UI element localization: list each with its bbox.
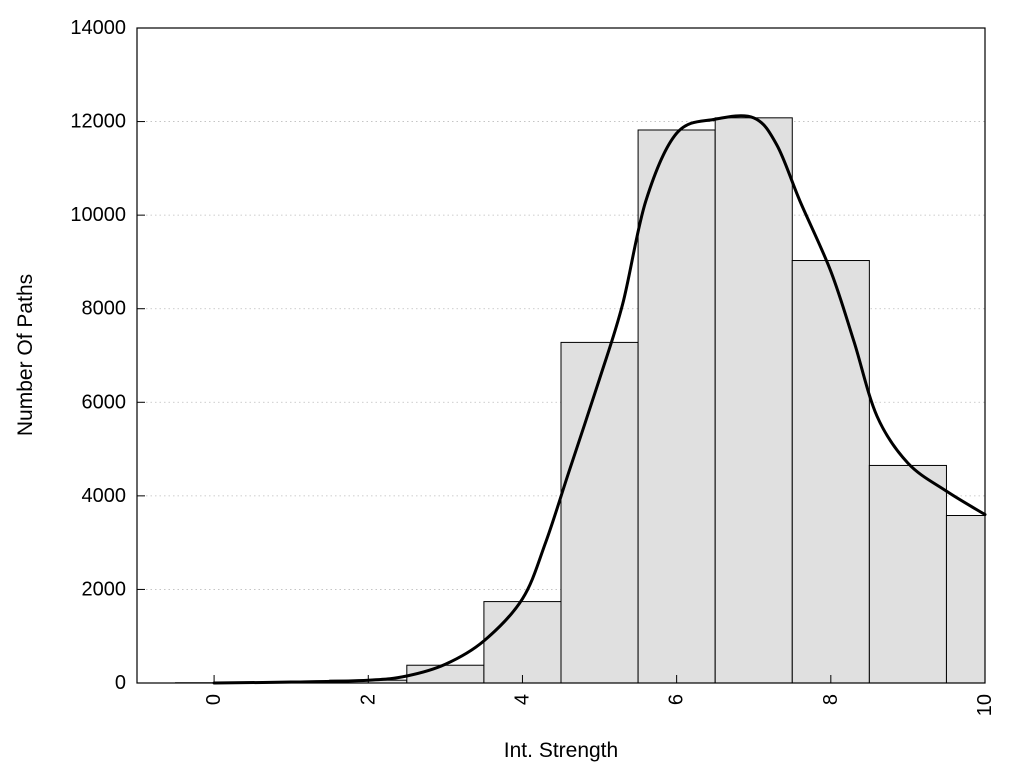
y-tick-label: 12000	[70, 111, 126, 133]
histogram-bar	[714, 117, 793, 684]
x-tick-label: 8	[820, 694, 842, 705]
x-tick-label: 4	[511, 694, 533, 705]
histogram-bar	[560, 341, 639, 684]
y-tick-label: 8000	[82, 298, 127, 320]
histogram-bar	[945, 515, 986, 684]
y-tick-label: 4000	[82, 485, 127, 507]
x-tick-label: 2	[357, 694, 379, 705]
plot-frame	[136, 27, 986, 684]
y-axis-title: Number Of Paths	[14, 274, 37, 436]
density-curve-line	[212, 114, 987, 685]
y-tick-label: 6000	[82, 391, 127, 413]
histogram-bar	[637, 129, 716, 684]
x-tick-label: 6	[666, 694, 688, 705]
x-axis-ticks: 0 2 4 6 8 10	[203, 675, 996, 716]
histogram-bar	[791, 260, 870, 684]
y-tick-label: 10000	[70, 204, 126, 226]
x-tick-label: 10	[974, 694, 996, 716]
y-tick-label: 0	[115, 672, 126, 694]
histogram-bar	[483, 601, 562, 684]
x-tick-label: 0	[203, 694, 225, 705]
histogram-bar	[868, 464, 947, 684]
bars	[175, 117, 986, 684]
x-axis-title: Int. Strength	[504, 739, 618, 762]
y-tick-label: 2000	[82, 578, 127, 600]
density-curve	[212, 114, 987, 685]
y-axis-ticks: 0 2000 4000 6000 8000 10000 12000 14000	[70, 17, 145, 694]
y-tick-label: 14000	[70, 17, 126, 39]
